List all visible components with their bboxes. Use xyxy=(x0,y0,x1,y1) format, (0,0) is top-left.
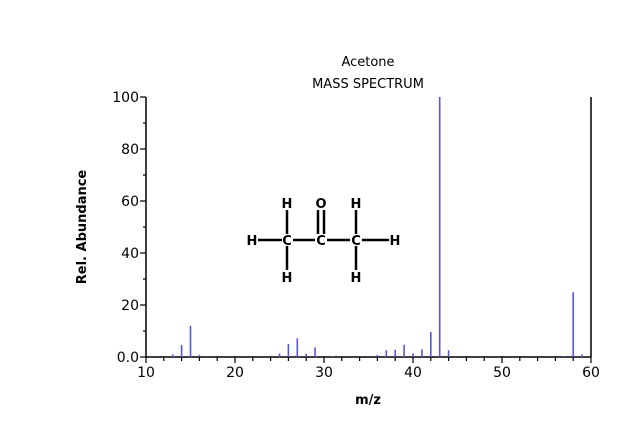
atom-h-bottom-right: H xyxy=(351,271,362,286)
y-tick-label: 60 xyxy=(121,194,139,210)
atom-h-top-right: H xyxy=(351,197,362,212)
x-tick-label: 50 xyxy=(493,365,511,381)
atom-o: O xyxy=(315,197,326,212)
y-axis-label: Rel. Abundance xyxy=(75,170,90,285)
chart-title: Acetone xyxy=(341,55,394,70)
atom-c3: C xyxy=(351,234,361,249)
y-tick-label: 100 xyxy=(112,90,139,106)
atom-c2: C xyxy=(316,234,326,249)
x-tick-label: 10 xyxy=(137,365,155,381)
x-tick-label: 40 xyxy=(404,365,422,381)
x-tick-label: 60 xyxy=(582,365,600,381)
atom-h-left: H xyxy=(247,234,258,249)
y-tick-label: 40 xyxy=(121,246,139,262)
atom-h-top-left: H xyxy=(282,197,293,212)
x-tick-label: 20 xyxy=(226,365,244,381)
atom-h-right: H xyxy=(390,234,401,249)
chart-subtitle: MASS SPECTRUM xyxy=(312,77,424,92)
x-tick-label: 30 xyxy=(315,365,333,381)
peaks xyxy=(171,97,583,357)
y-tick-label: 20 xyxy=(121,298,139,314)
x-axis-label: m/z xyxy=(355,393,381,408)
atom-c1: C xyxy=(282,234,292,249)
atom-h-bottom-left: H xyxy=(282,271,293,286)
acetone-structure xyxy=(258,210,389,270)
y-tick-label: 80 xyxy=(121,142,139,158)
y-tick-label: 0.0 xyxy=(117,350,139,366)
axes: 10 20 30 40 50 60 0.0 20 40 60 80 100 xyxy=(112,90,600,381)
